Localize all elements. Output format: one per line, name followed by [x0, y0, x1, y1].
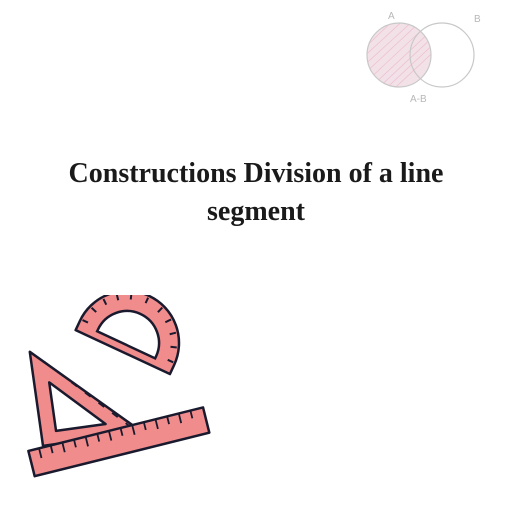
venn-label-diff: A-B: [410, 94, 427, 105]
protractor-icon: [76, 295, 196, 374]
venn-label-b: B: [474, 14, 481, 25]
page-title: Constructions Division of a line segment: [0, 155, 512, 231]
venn-label-a: A: [388, 11, 395, 22]
venn-diagram: A B A-B: [354, 10, 484, 110]
drafting-tools-icon: [22, 295, 232, 490]
